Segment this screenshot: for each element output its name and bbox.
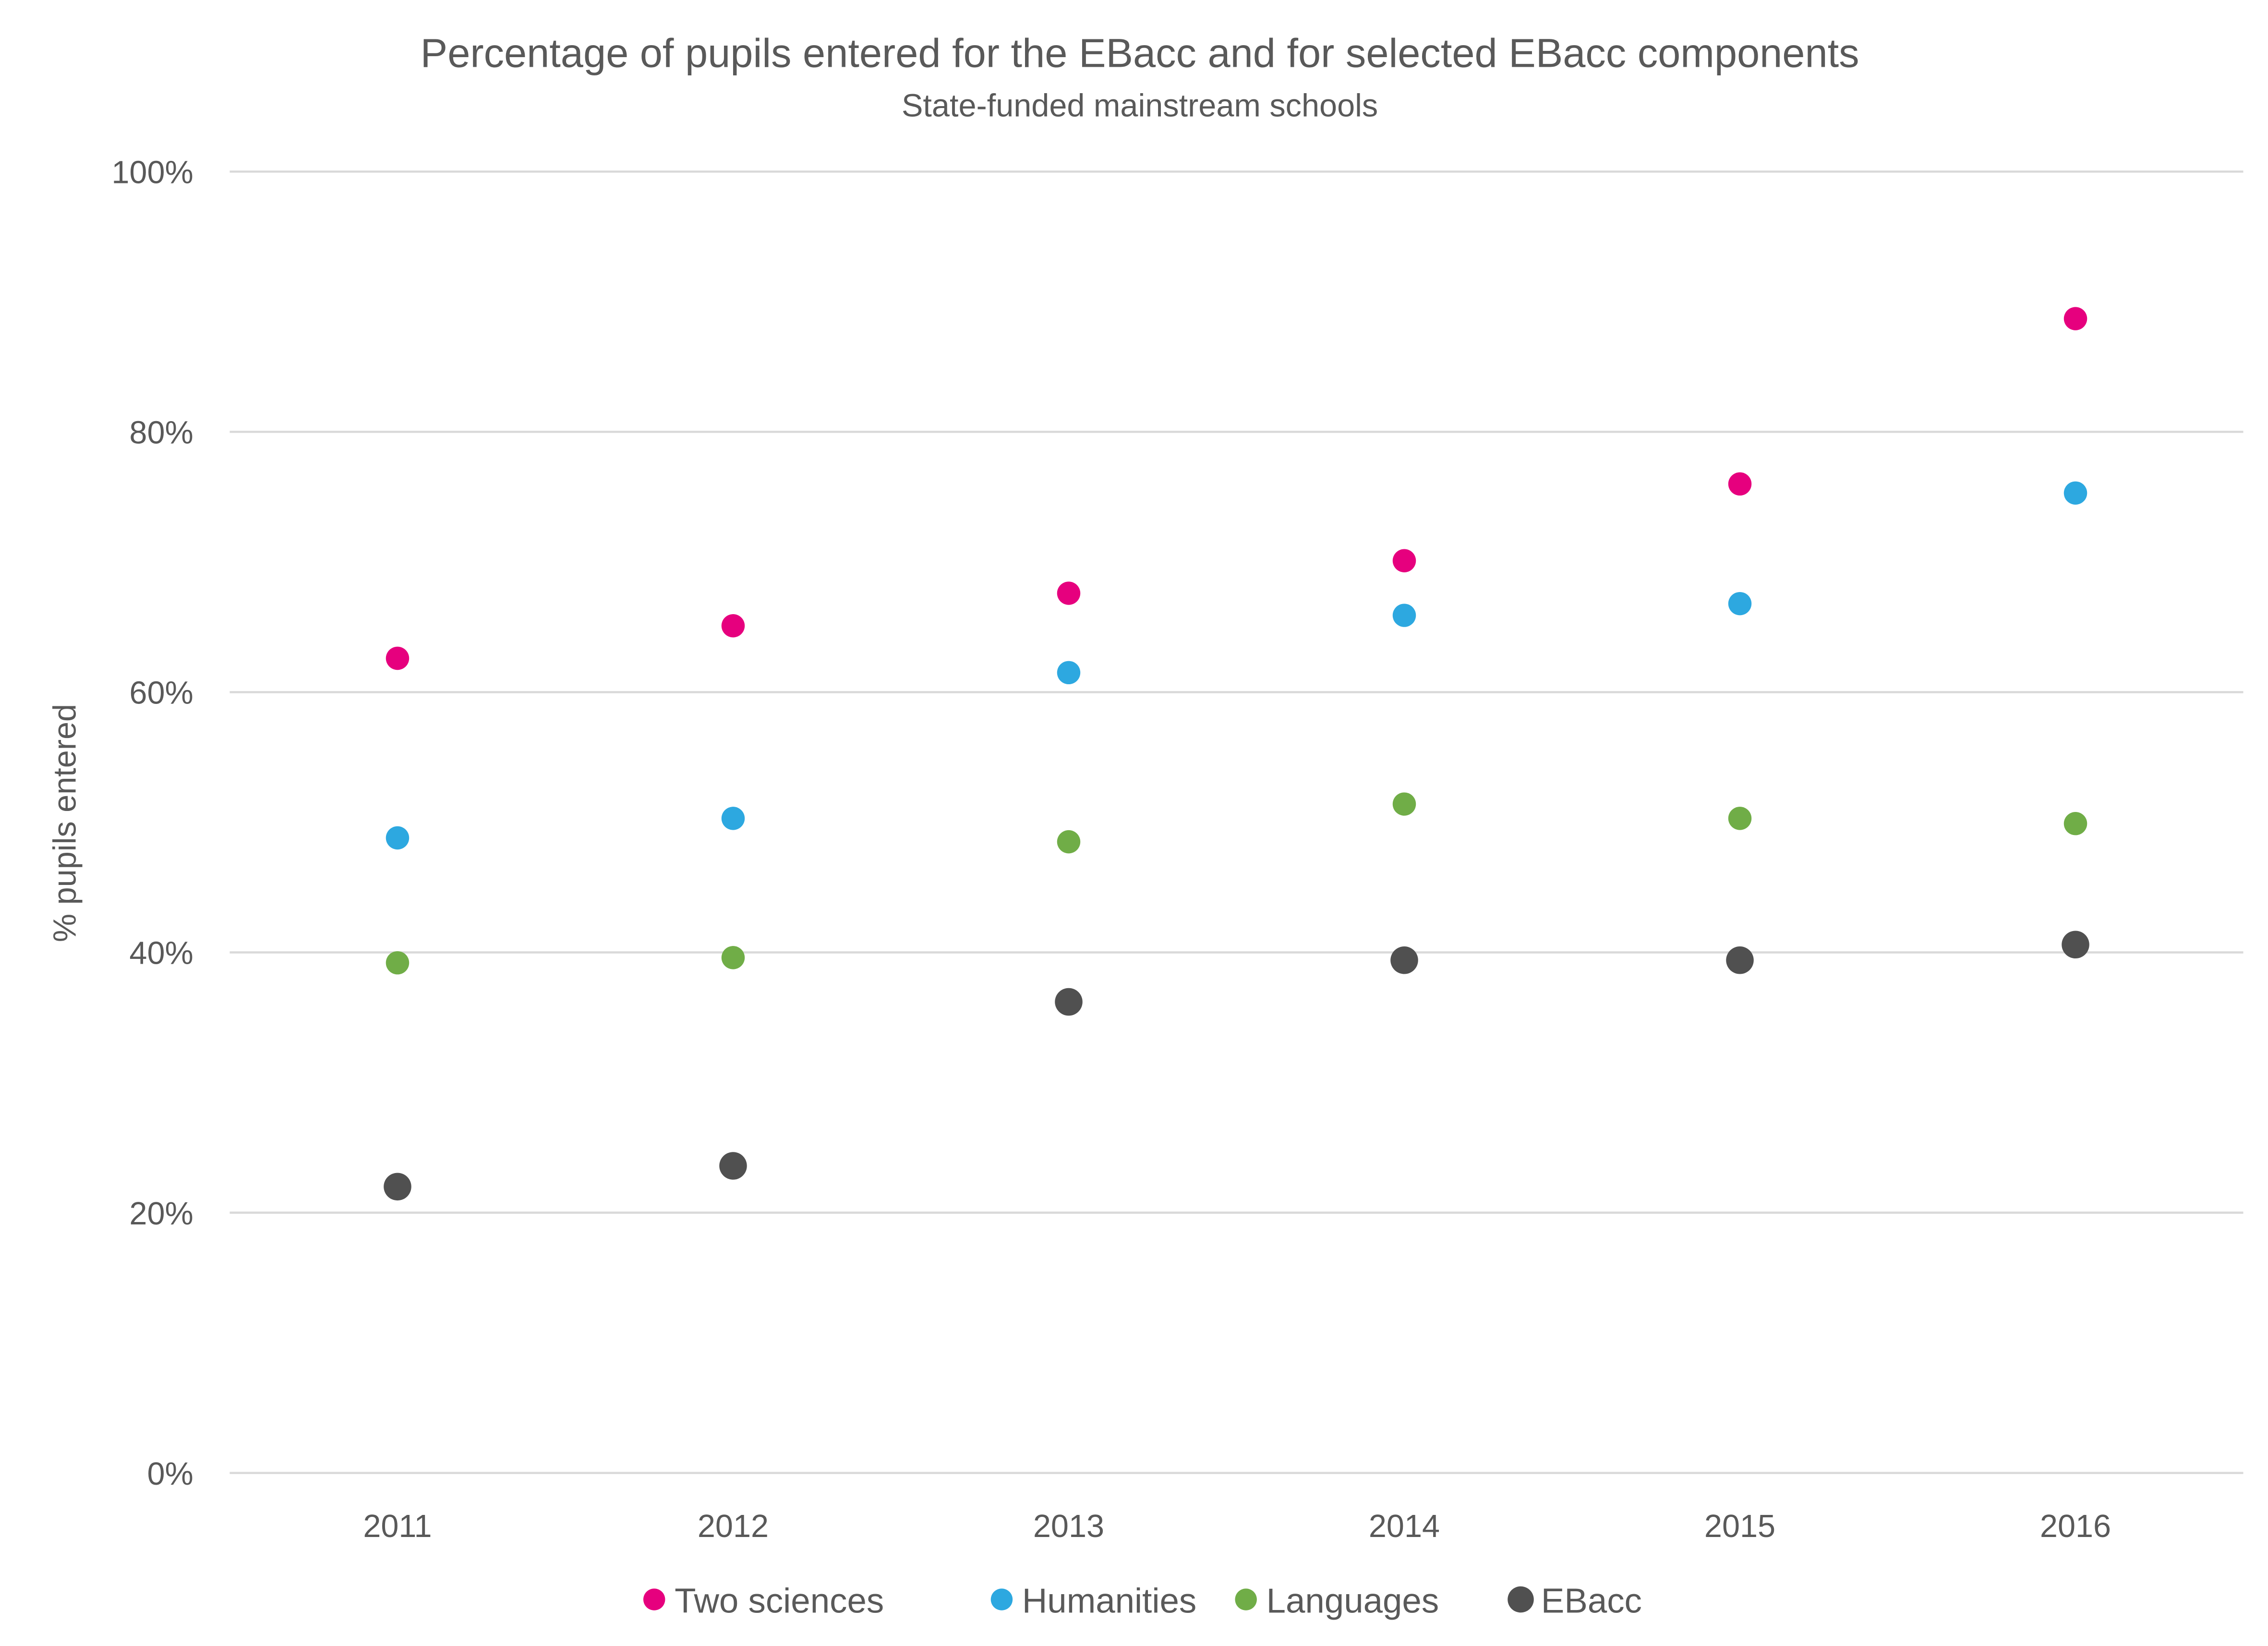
data-point <box>1392 792 1416 816</box>
x-tick-label: 2015 <box>1704 1509 1775 1544</box>
data-point <box>1057 581 1081 605</box>
data-point <box>2063 307 2087 330</box>
y-tick-label: 20% <box>129 1196 193 1232</box>
y-ticks: 0% 20% 40% 60% 80% 100% <box>111 155 193 1492</box>
x-tick-label: 2016 <box>2040 1509 2111 1544</box>
chart-title: Percentage of pupils entered for the EBa… <box>421 30 1859 75</box>
data-points <box>384 307 2089 1201</box>
gridlines <box>229 170 2244 1474</box>
legend-label: EBacc <box>1541 1581 1642 1620</box>
legend-label: Humanities <box>1022 1581 1196 1620</box>
legend-marker <box>643 1588 665 1610</box>
y-tick-label: 80% <box>129 415 193 451</box>
data-point <box>386 826 410 850</box>
data-point <box>721 946 745 969</box>
y-tick-label: 100% <box>111 155 193 191</box>
data-point <box>386 951 410 975</box>
legend: Two sciences Humanities Languages EBacc <box>643 1581 1642 1620</box>
data-point <box>1728 807 1752 830</box>
data-point <box>721 614 745 638</box>
x-tick-label: 2012 <box>698 1509 769 1544</box>
data-point <box>1057 661 1081 685</box>
data-point <box>1392 604 1416 627</box>
data-point <box>1726 946 1754 974</box>
x-tick-label: 2011 <box>363 1509 432 1544</box>
data-point <box>386 646 410 670</box>
data-point <box>1390 946 1418 974</box>
data-point <box>2062 931 2089 959</box>
y-tick-label: 0% <box>147 1456 193 1492</box>
data-point <box>1392 549 1416 572</box>
legend-marker <box>1508 1586 1534 1613</box>
y-tick-label: 40% <box>129 936 193 971</box>
y-axis-label: % pupils entered <box>47 704 83 942</box>
data-point <box>1728 592 1752 616</box>
legend-marker <box>1235 1588 1257 1610</box>
x-ticks: 2011 2012 2013 2014 2015 2016 <box>363 1509 2111 1544</box>
legend-label: Languages <box>1267 1581 1439 1620</box>
data-point <box>384 1173 411 1201</box>
data-point <box>2063 811 2087 835</box>
legend-marker <box>990 1588 1013 1610</box>
legend-label: Two sciences <box>675 1581 884 1620</box>
data-point <box>1728 472 1752 496</box>
data-point <box>1055 988 1083 1016</box>
chart-subtitle: State-funded mainstream schools <box>902 88 1378 123</box>
data-point <box>719 1152 747 1180</box>
data-point <box>1057 830 1081 854</box>
y-tick-label: 60% <box>129 676 193 711</box>
data-point <box>2063 481 2087 505</box>
x-tick-label: 2013 <box>1033 1509 1104 1544</box>
data-point <box>721 807 745 830</box>
x-tick-label: 2014 <box>1369 1509 1440 1544</box>
